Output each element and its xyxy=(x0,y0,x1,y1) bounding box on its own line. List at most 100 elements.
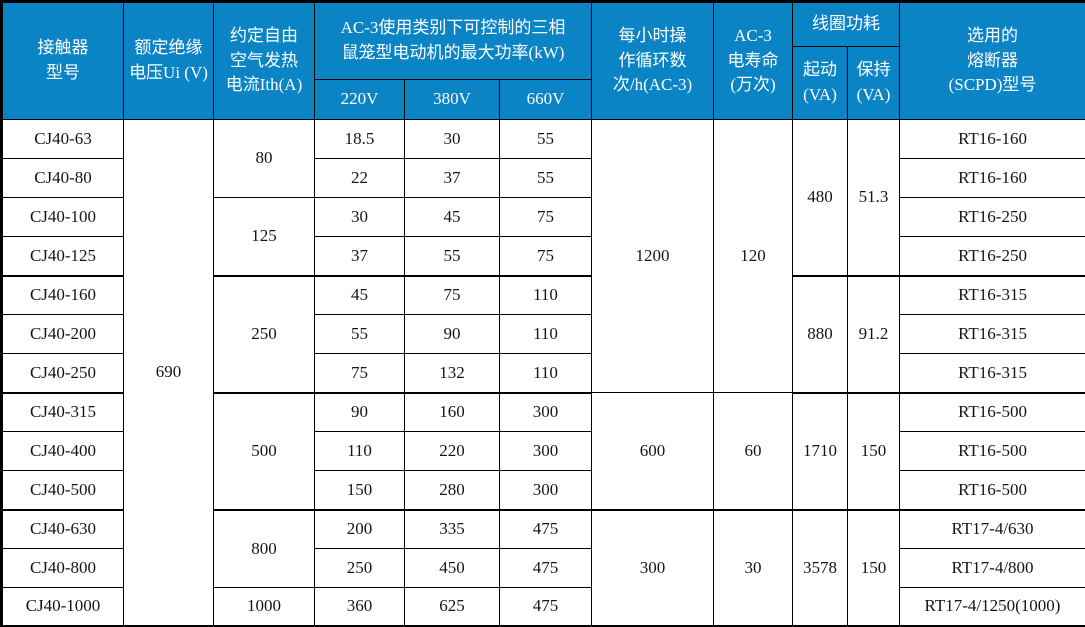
model-cell: CJ40-630 xyxy=(1,509,124,549)
coil-hold-cell: 150 xyxy=(847,509,901,627)
coil-hold-cell: 91.2 xyxy=(847,275,901,394)
power-380-cell: 132 xyxy=(404,353,500,394)
power-220-cell: 45 xyxy=(314,275,405,315)
power-660-cell: 75 xyxy=(498,197,593,237)
power-220-cell: 200 xyxy=(314,509,405,549)
header-ac3-max-power-group: AC-3使用类别下可控制的三相 鼠笼型电动机的最大功率(kW) xyxy=(313,1,593,80)
header-coil-hold: 保持 (VA) xyxy=(847,46,901,120)
fuse-cell: RT17-4/800 xyxy=(899,548,1085,588)
cycles-cell: 300 xyxy=(591,509,715,627)
model-cell: CJ40-80 xyxy=(1,158,124,198)
header-electrical-life: AC-3 电寿命 (万次) xyxy=(713,1,794,120)
power-380-cell: 37 xyxy=(404,158,500,198)
power-220-cell: 250 xyxy=(314,548,405,588)
power-380-cell: 220 xyxy=(404,431,500,471)
cycles-cell: 600 xyxy=(591,392,715,511)
power-220-cell: 150 xyxy=(314,470,405,511)
power-660-cell: 300 xyxy=(498,392,593,432)
power-660-cell: 475 xyxy=(498,509,593,549)
table-row: CJ40-200 55 90 110 RT16-315 xyxy=(1,314,1085,354)
fuse-cell: RT16-160 xyxy=(899,158,1085,198)
power-660-cell: 75 xyxy=(498,236,593,277)
header-operating-cycles: 每小时操 作循环数 次/h(AC-3) xyxy=(591,1,715,120)
power-220-cell: 30 xyxy=(314,197,405,237)
header-fuse-scpd: 选用的 熔断器 (SCPD)型号 xyxy=(899,1,1085,120)
coil-hold-cell: 150 xyxy=(847,392,901,511)
fuse-cell: RT16-315 xyxy=(899,314,1085,354)
table-row: CJ40-100 125 30 45 75 RT16-250 xyxy=(1,197,1085,277)
table-row: CJ40-1000 1000 360 625 475 RT17-4/1250(1… xyxy=(1,587,1085,627)
model-cell: CJ40-500 xyxy=(1,470,124,511)
fuse-cell: RT16-315 xyxy=(899,353,1085,394)
power-220-cell: 75 xyxy=(314,353,405,394)
table-row: CJ40-160 250 45 75 110 880 91.2 RT16-315 xyxy=(1,275,1085,394)
power-380-cell: 450 xyxy=(404,548,500,588)
power-220-cell: 55 xyxy=(314,314,405,354)
model-cell: CJ40-250 xyxy=(1,353,124,394)
table-row: CJ40-63 690 80 18.5 30 55 1200 120 480 5… xyxy=(1,119,1085,627)
table-body: CJ40-63 690 80 18.5 30 55 1200 120 480 5… xyxy=(1,119,1085,627)
header-voltage-380: 380V xyxy=(404,79,500,120)
power-220-cell: 37 xyxy=(314,236,405,277)
coil-start-cell: 3578 xyxy=(792,509,849,627)
power-220-cell: 18.5 xyxy=(314,119,405,159)
coil-start-cell: 880 xyxy=(792,275,849,394)
model-cell: CJ40-1000 xyxy=(1,587,124,627)
life-cell: 120 xyxy=(713,119,794,393)
table-row: CJ40-125 37 55 75 RT16-250 xyxy=(1,236,1085,277)
header-contactor-model: 接触器 型号 xyxy=(1,1,124,120)
cycles-cell: 1200 xyxy=(591,119,715,393)
power-380-cell: 280 xyxy=(404,470,500,511)
coil-hold-cell: 51.3 xyxy=(847,119,901,277)
table-row: CJ40-630 800 200 335 475 300 30 3578 150… xyxy=(1,509,1085,627)
fuse-cell: RT16-500 xyxy=(899,431,1085,471)
power-660-cell: 475 xyxy=(498,587,593,627)
power-380-cell: 45 xyxy=(404,197,500,237)
coil-start-cell: 480 xyxy=(792,119,849,277)
fuse-cell: RT16-250 xyxy=(899,236,1085,277)
power-220-cell: 360 xyxy=(314,587,405,627)
ith-cell: 80 xyxy=(213,119,315,198)
power-220-cell: 90 xyxy=(314,392,405,432)
ith-cell: 1000 xyxy=(213,587,315,627)
power-660-cell: 55 xyxy=(498,119,593,159)
table-row: CJ40-400 110 220 300 RT16-500 xyxy=(1,431,1085,471)
ith-cell: 800 xyxy=(213,509,315,588)
header-row-3: 220V 380V 660V xyxy=(2,79,1085,120)
table-row: CJ40-80 22 37 55 RT16-160 xyxy=(1,158,1085,198)
power-660-cell: 300 xyxy=(498,431,593,471)
table-row: CJ40-315 500 90 160 300 600 60 1710 150 … xyxy=(1,392,1085,511)
header-coil-power-group: 线圈功耗 xyxy=(792,1,901,47)
power-380-cell: 55 xyxy=(404,236,500,277)
power-660-cell: 475 xyxy=(498,548,593,588)
ith-cell: 250 xyxy=(213,275,315,394)
power-660-cell: 300 xyxy=(498,470,593,511)
power-380-cell: 75 xyxy=(404,275,500,315)
ith-cell: 500 xyxy=(213,392,315,511)
life-cell: 30 xyxy=(713,509,794,627)
life-cell: 60 xyxy=(713,392,794,511)
power-380-cell: 160 xyxy=(404,392,500,432)
fuse-cell: RT16-315 xyxy=(899,275,1085,315)
fuse-cell: RT17-4/630 xyxy=(899,509,1085,549)
power-380-cell: 30 xyxy=(404,119,500,159)
power-660-cell: 55 xyxy=(498,158,593,198)
model-cell: CJ40-200 xyxy=(1,314,124,354)
model-cell: CJ40-125 xyxy=(1,236,124,277)
model-cell: CJ40-315 xyxy=(1,392,124,432)
model-cell: CJ40-400 xyxy=(1,431,124,471)
power-220-cell: 110 xyxy=(314,431,405,471)
ui-cell: 690 xyxy=(123,119,214,627)
header-row-2: 起动 (VA) 保持 (VA) xyxy=(2,46,1085,120)
table-header: 接触器 型号 额定绝缘 电压Ui (V) 约定自由 空气发热 电流Ith(A) … xyxy=(1,1,1085,120)
model-cell: CJ40-63 xyxy=(1,119,124,159)
header-coil-start: 起动 (VA) xyxy=(792,46,849,120)
model-cell: CJ40-160 xyxy=(1,275,124,315)
header-rated-insulation-voltage: 额定绝缘 电压Ui (V) xyxy=(123,1,214,120)
ith-cell: 125 xyxy=(213,197,315,277)
header-voltage-660: 660V xyxy=(498,79,593,120)
fuse-cell: RT16-250 xyxy=(899,197,1085,237)
power-660-cell: 110 xyxy=(498,314,593,354)
model-cell: CJ40-100 xyxy=(1,197,124,237)
